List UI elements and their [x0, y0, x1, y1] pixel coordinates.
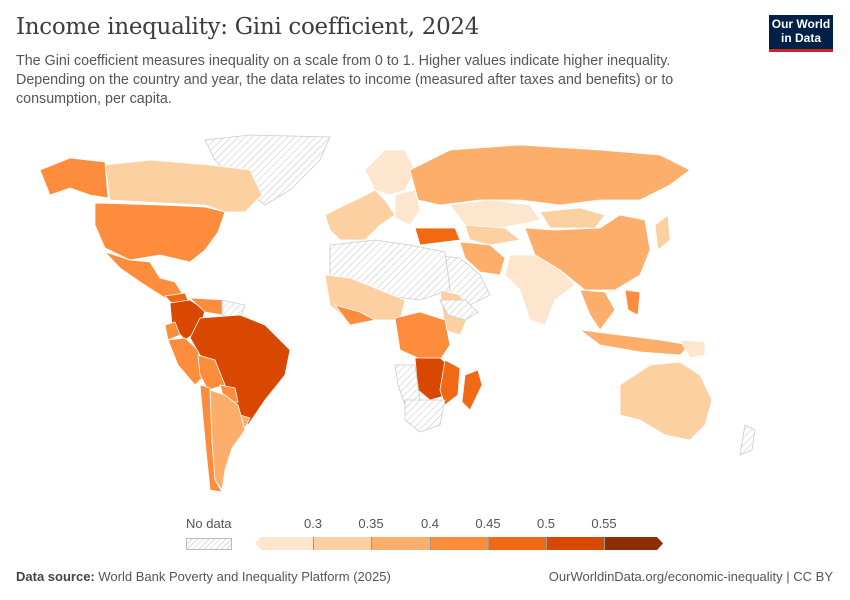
country-southeast-asia[interactable] [579, 289, 616, 331]
country-west-africa-coast[interactable] [333, 304, 377, 326]
country-indonesia[interactable] [578, 329, 691, 356]
country-mongolia[interactable] [539, 207, 606, 229]
source-label: Data source: [16, 569, 95, 584]
country-new-zealand[interactable] [739, 424, 756, 456]
country-alaska[interactable] [39, 157, 109, 199]
legend-bin[interactable] [604, 537, 663, 550]
country-mozambique[interactable] [439, 359, 461, 406]
country-europe-east[interactable] [394, 189, 421, 226]
country-kazakhstan[interactable] [449, 199, 541, 229]
country-central-asia[interactable] [464, 224, 521, 246]
legend-bin[interactable] [430, 537, 489, 550]
url-license[interactable]: OurWorldinData.org/economic-inequality |… [548, 569, 833, 584]
country-iran[interactable] [459, 241, 506, 276]
country-japan[interactable] [654, 214, 671, 251]
legend-tick-label: 0.4 [420, 516, 440, 531]
country-russia[interactable] [409, 144, 691, 206]
country-madagascar[interactable] [461, 369, 483, 411]
world-map [39, 134, 756, 493]
legend-tick-label: 0.35 [358, 516, 384, 531]
logo-line2: in Data [780, 31, 821, 45]
no-data-label: No data [186, 516, 232, 531]
source-text[interactable]: World Bank Poverty and Inequality Platfo… [98, 569, 391, 584]
country-turkey[interactable] [414, 227, 461, 246]
legend-tick-label: 0.5 [536, 516, 556, 531]
legend-bin[interactable] [546, 537, 605, 550]
country-canada[interactable] [104, 159, 263, 213]
logo-line1: Our World [771, 17, 831, 31]
country-argentina[interactable] [209, 389, 246, 492]
country-namibia[interactable] [394, 364, 421, 406]
country-usa[interactable] [94, 202, 226, 263]
no-data-swatch [186, 538, 232, 550]
country-india[interactable] [504, 254, 576, 326]
country-mexico[interactable] [103, 251, 184, 299]
legend-bin[interactable] [488, 537, 547, 550]
chart-subtitle: The Gini coefficient measures inequality… [16, 53, 674, 107]
owid-logo[interactable]: Our World in Data [769, 15, 833, 52]
country-central-africa[interactable] [394, 311, 451, 361]
country-philippines[interactable] [624, 289, 641, 316]
country-australia[interactable] [619, 361, 713, 441]
legend-tick-label: 0.3 [303, 516, 323, 531]
country-ethiopia[interactable] [439, 299, 479, 321]
country-bolivia[interactable] [197, 354, 226, 391]
country-europe-north[interactable] [364, 149, 416, 196]
legend-tick-label: 0.55 [591, 516, 617, 531]
legend-bin[interactable] [255, 537, 313, 550]
chart-title: Income inequality: Gini coefficient, 202… [16, 14, 480, 40]
country-ecuador[interactable] [164, 321, 181, 341]
data-source: Data source: World Bank Poverty and Ineq… [16, 569, 391, 584]
country-brazil[interactable] [189, 314, 291, 426]
country-europe-west[interactable] [324, 189, 396, 241]
country-south-africa[interactable] [404, 399, 446, 433]
legend-bin[interactable] [371, 537, 431, 550]
legend-bin[interactable] [313, 537, 372, 550]
legend-tick-label: 0.45 [475, 516, 501, 531]
color-legend: No data 0.3 0.35 0.4 0.45 0.5 0.55 [0, 510, 850, 555]
country-png[interactable] [679, 339, 706, 359]
